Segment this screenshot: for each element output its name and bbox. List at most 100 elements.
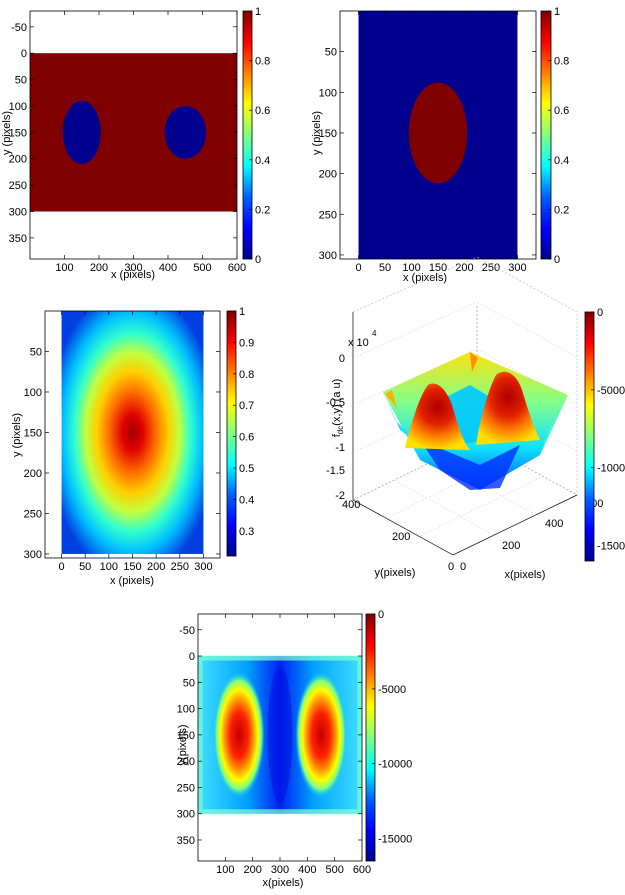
- x-tick-label: 150: [123, 561, 141, 573]
- colorbar-frame: [540, 10, 552, 260]
- z-ticks: 0 -0.5 -1 -1.5 -2: [326, 353, 345, 502]
- surface-floor-shadow: [420, 440, 520, 490]
- colorbar-tick-label: -5000: [378, 684, 406, 696]
- field-peak: [213, 671, 265, 798]
- colorbar-tick-label: 0.8: [554, 56, 569, 68]
- x-tick-label: 400: [298, 864, 316, 876]
- colorbar-tick-label: 0.6: [239, 432, 254, 444]
- colorbar-tick-label: -10000: [378, 759, 412, 771]
- colorbar-gradient: [585, 312, 594, 561]
- svg-text:fdc(x,y) (a u): fdc(x,y) (a u): [331, 379, 345, 438]
- mask-hole: [164, 105, 206, 159]
- colorbar-gradient: [366, 614, 375, 861]
- y-axis-label: y (pixels): [11, 413, 23, 457]
- x-tick-label: 200: [502, 540, 520, 552]
- z-tick-label: 0: [339, 353, 345, 365]
- z-tick-label: -1.5: [326, 465, 345, 477]
- x-tick-label: 50: [79, 561, 91, 573]
- x-axis-label: x(pixels): [263, 877, 304, 889]
- colorbar-tick-label: 0.5: [239, 463, 254, 475]
- x-tick-label: 300: [194, 561, 212, 573]
- x-tick-label: 100: [55, 262, 73, 274]
- y-axis-label: y(pixels): [375, 567, 416, 579]
- x-axis-label: x(pixels): [505, 569, 546, 581]
- y-axis-label: y(pixels): [177, 725, 189, 766]
- y-tick-label: 400: [342, 499, 360, 511]
- colorbar-frame: [242, 10, 253, 260]
- y-tick-label: 200: [392, 531, 410, 543]
- y-tick-label: 350: [177, 835, 195, 847]
- x-tick-label: 400: [545, 518, 563, 530]
- x-tick-label: 250: [171, 561, 189, 573]
- colorbar-tick-label: 0.2: [554, 204, 569, 216]
- colorbar-tick-label: 0.6: [554, 105, 569, 117]
- x-tick-label: 200: [455, 262, 473, 274]
- y-tick-label: -50: [179, 625, 195, 637]
- colorbar-tick-label: 0: [378, 609, 384, 621]
- plot-area: 0 50 100 150 200 250 300 50 100 150 200 250 300: [319, 10, 537, 274]
- colorbar-tick-label: -5000: [597, 385, 625, 397]
- surface-peak-left: [405, 383, 470, 450]
- x-tick-label: 200: [147, 561, 165, 573]
- y-tick-label: 150: [9, 127, 27, 139]
- x-tick-label: 50: [379, 262, 391, 274]
- x-tick-label: 250: [482, 262, 500, 274]
- field-minimum: [267, 666, 293, 804]
- colorbar-tick-label: 0: [554, 254, 560, 266]
- mask-hole: [62, 100, 101, 165]
- x-tick-label: 0: [58, 561, 64, 573]
- y-ticks: 0 200 400: [342, 499, 454, 573]
- plot-area: 100 200 300 400 500 600 -50 0 50 100 150 200 250 300 3…: [9, 10, 246, 274]
- y-tick-label: 150: [319, 128, 337, 140]
- y-tick-label: 350: [9, 233, 27, 245]
- y-tick-label: 300: [9, 207, 27, 219]
- colorbar-tick-label: 0.4: [255, 155, 270, 167]
- x-tick-label: 0: [460, 561, 466, 573]
- y-tick-label: 100: [24, 387, 42, 399]
- x-tick-label: 600: [228, 262, 246, 274]
- colorbar-tick-label: -15000: [378, 834, 412, 846]
- colorbar: 0 0.2 0.4 0.6 0.8 1: [540, 6, 569, 266]
- y-tick-label: 300: [177, 809, 195, 821]
- colorbar-tick-label: 0.4: [554, 155, 569, 167]
- plot-area: 100 200 300 400 500 600 -50 0 50 100 150 200 250 300 3…: [177, 613, 371, 876]
- colorbar-tick-label: 0: [597, 307, 603, 319]
- z-exponent-label: x 10: [348, 337, 369, 349]
- x-tick-label: 100: [216, 864, 234, 876]
- colorbar-tick-label: 1: [554, 6, 560, 18]
- y-tick-label: 100: [319, 87, 337, 99]
- y-axis-label: y (pixels): [311, 111, 323, 155]
- colorbar-tick-label: 0.8: [239, 369, 254, 381]
- y-tick-label: 200: [9, 154, 27, 166]
- z-axis-label: fdc(x,y) (a u): [331, 379, 345, 438]
- x-tick-label: 0: [355, 262, 361, 274]
- x-axis-label: x (pixels): [111, 269, 155, 281]
- y-tick-label: 0: [448, 561, 454, 573]
- colorbar-gradient: [541, 11, 551, 259]
- colorbar-frame: [365, 613, 376, 862]
- x-tick-label: 500: [193, 262, 211, 274]
- x-tick-label: 100: [100, 561, 118, 573]
- colorbar: 0 -5000 -10000 -15000: [584, 307, 625, 562]
- x-tick-label: 300: [271, 864, 289, 876]
- y-tick-label: 300: [319, 250, 337, 262]
- x-tick-label: 100: [402, 262, 420, 274]
- colorbar-tick-label: -10000: [597, 463, 625, 475]
- colorbar-gradient: [243, 11, 252, 259]
- panel-mask-two-holes: 100 200 300 400 500 600 -50 0 50 100 150 200 250 300 3…: [1, 6, 270, 281]
- plot-area: 0 50 100 150 200 250 300 50 100 150 200 250 300: [24, 310, 221, 573]
- surface: [383, 352, 568, 490]
- x-tick-label: 150: [429, 262, 447, 274]
- colorbar-tick-label: 0.3: [239, 526, 254, 538]
- y-tick-label: 250: [24, 508, 42, 520]
- panel-dc-field-map: 100 200 300 400 500 600 -50 0 50 100 150 200 250 300 3…: [177, 609, 413, 889]
- x-axis-label: x (pixels): [403, 272, 447, 284]
- colorbar-frame: [584, 311, 595, 562]
- z-label-main: f: [331, 433, 343, 437]
- y-tick-label: 50: [15, 75, 27, 87]
- colorbar-tick-label: 0.2: [255, 204, 270, 216]
- y-tick-label: 200: [177, 756, 195, 768]
